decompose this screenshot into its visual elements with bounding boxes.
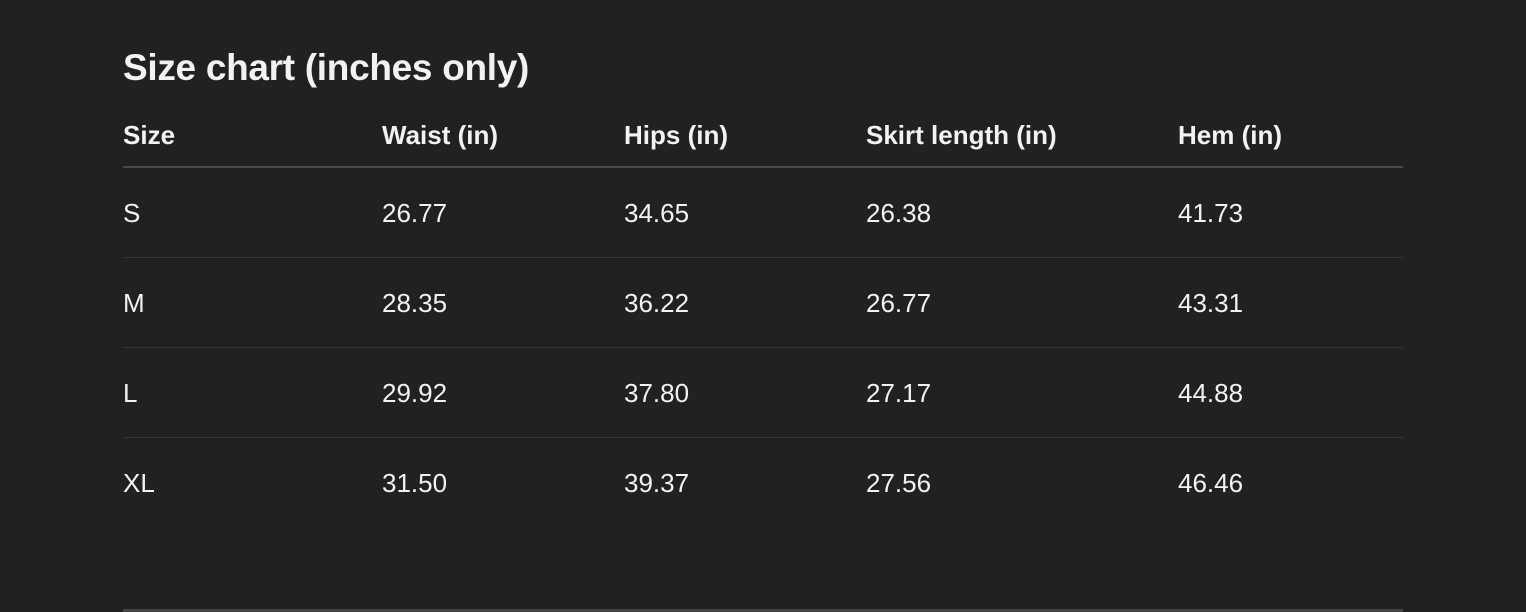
page-title: Size chart (inches only): [123, 47, 530, 88]
hips-cell: 34.65: [624, 198, 690, 228]
table-header-row: Size Waist (in) Hips (in) Skirt length (…: [123, 107, 1403, 168]
skirt-length-cell: 26.77: [866, 288, 932, 318]
table-row: M 28.35 36.22 26.77 43.31: [123, 258, 1403, 348]
waist-cell: 28.35: [382, 288, 448, 318]
table-row: XL 31.50 39.37 27.56 46.46: [123, 438, 1403, 527]
waist-cell: 29.92: [382, 378, 448, 408]
waist-cell: 31.50: [382, 468, 448, 498]
skirt-length-cell: 26.38: [866, 198, 932, 228]
waist-cell: 26.77: [382, 198, 448, 228]
column-header-skirt-length: Skirt length (in): [866, 120, 1057, 150]
column-header-waist: Waist (in): [382, 120, 499, 150]
hem-cell: 46.46: [1178, 468, 1244, 498]
size-cell: L: [123, 378, 138, 408]
column-header-hips: Hips (in): [624, 120, 728, 150]
hips-cell: 39.37: [624, 468, 690, 498]
hem-cell: 43.31: [1178, 288, 1244, 318]
hem-cell: 41.73: [1178, 198, 1244, 228]
table-row: L 29.92 37.80 27.17 44.88: [123, 348, 1403, 438]
size-chart-table: Size Waist (in) Hips (in) Skirt length (…: [123, 107, 1403, 527]
bottom-divider: [123, 609, 1403, 612]
size-cell: S: [123, 198, 141, 228]
skirt-length-cell: 27.17: [866, 378, 932, 408]
table-row: S 26.77 34.65 26.38 41.73: [123, 168, 1403, 258]
hips-cell: 36.22: [624, 288, 690, 318]
size-cell: XL: [123, 468, 155, 498]
hem-cell: 44.88: [1178, 378, 1244, 408]
column-header-hem: Hem (in): [1178, 120, 1282, 150]
hips-cell: 37.80: [624, 378, 690, 408]
column-header-size: Size: [123, 120, 176, 150]
size-cell: M: [123, 288, 145, 318]
skirt-length-cell: 27.56: [866, 468, 932, 498]
